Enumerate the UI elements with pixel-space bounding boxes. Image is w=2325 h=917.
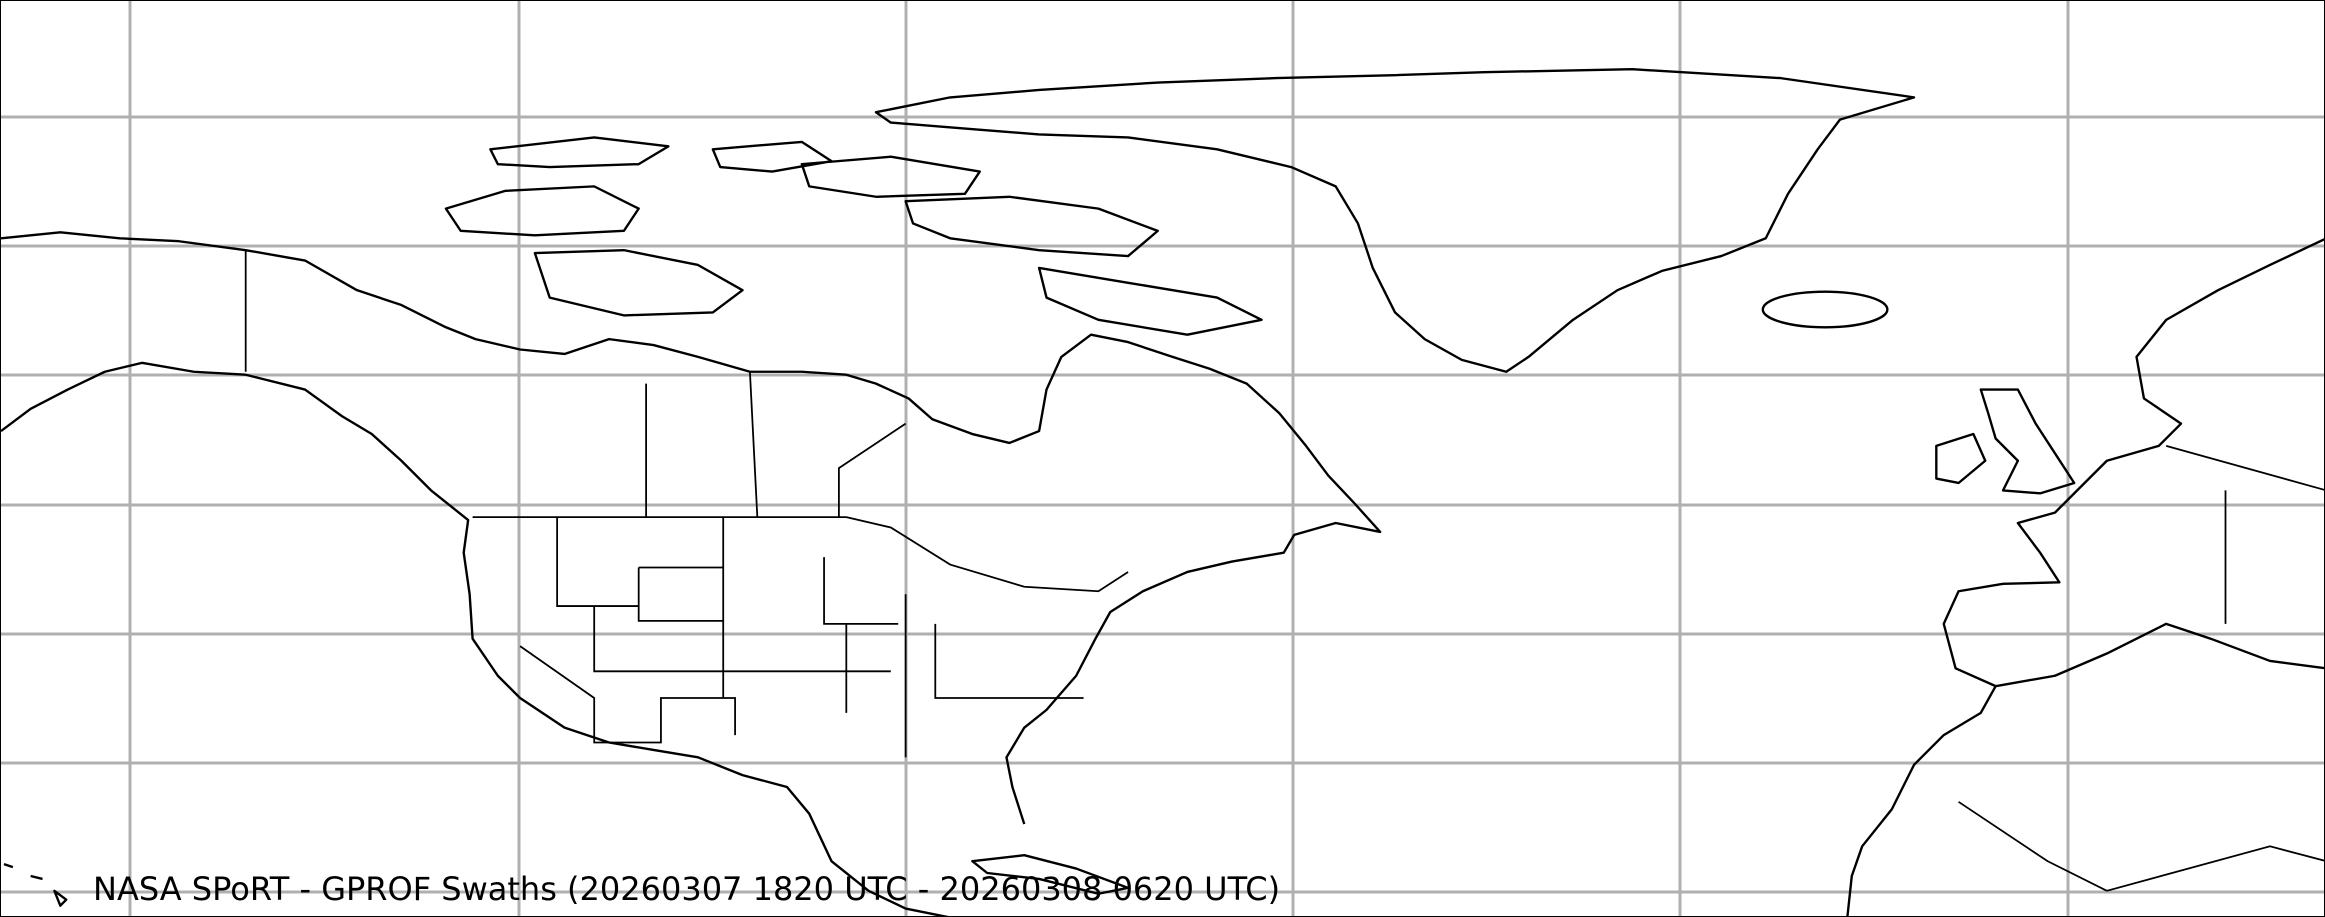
- arctic-islands: [444, 136, 1263, 336]
- greenland-coastline: [874, 68, 1916, 373]
- cuba-coastline: [971, 854, 1130, 895]
- north-america-coastline: [1, 231, 1382, 916]
- europe-africa-coastline: [1846, 238, 2324, 916]
- hawaii-islands: [3, 862, 68, 907]
- political-borders: [244, 250, 2324, 892]
- coastlines: [1, 68, 2324, 916]
- iceland-coastline: [1761, 290, 1889, 329]
- map-title: NASA SPoRT - GPROF Swaths (20260307 1820…: [93, 870, 1281, 908]
- british-isles-coastline: [1935, 388, 2076, 495]
